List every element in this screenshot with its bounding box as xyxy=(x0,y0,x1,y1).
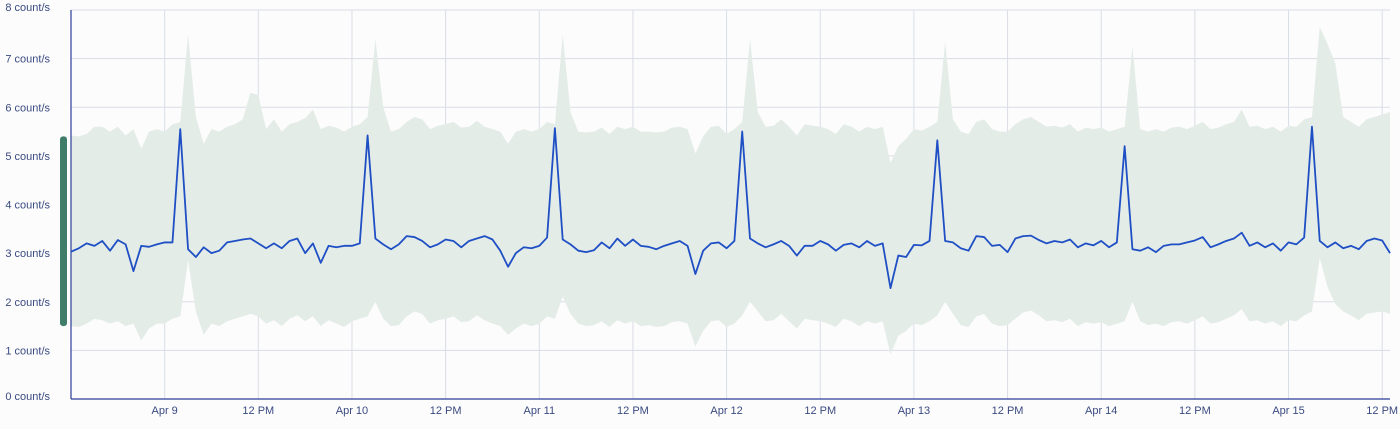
x-axis-tick-labels: Apr 9 12 PM Apr 10 12 PM Apr 11 12 PM Apr 12 12… xyxy=(152,405,1399,417)
x-tick-label: 12 PM xyxy=(804,405,836,417)
x-tick-label: Apr 14 xyxy=(1085,405,1117,417)
x-tick-label: 12 PM xyxy=(992,405,1024,417)
y-tick-label: 8 count/s xyxy=(5,2,50,14)
x-tick-label: Apr 15 xyxy=(1272,405,1304,417)
y-tick-label: 2 count/s xyxy=(5,297,50,309)
x-tick-label: 12 PM xyxy=(242,405,274,417)
y-tick-label: 1 count/s xyxy=(5,345,50,357)
x-tick-label: Apr 10 xyxy=(336,405,368,417)
x-tick-label: Apr 11 xyxy=(523,405,555,417)
x-tick-label: Apr 13 xyxy=(898,405,930,417)
y-tick-label: 5 count/s xyxy=(5,151,50,163)
x-tick-label: Apr 12 xyxy=(710,405,742,417)
x-tick-label: 12 PM xyxy=(430,405,462,417)
y-tick-label: 4 count/s xyxy=(5,200,50,212)
series-line[interactable] xyxy=(70,125,1391,290)
range-indicator-bar[interactable] xyxy=(60,136,67,327)
y-tick-label: 0 count/s xyxy=(5,391,50,403)
y-tick-label: 7 count/s xyxy=(5,54,50,66)
x-tick-label: Apr 9 xyxy=(152,405,178,417)
y-axis-tick-labels: 0 count/s 1 count/s 2 count/s 3 count/s 4 co… xyxy=(5,2,50,403)
x-tick-label: 12 PM xyxy=(617,405,649,417)
y-tick-label: 6 count/s xyxy=(5,102,50,114)
x-tick-label: 12 PM xyxy=(1179,405,1211,417)
axes xyxy=(70,10,1390,400)
y-tick-label: 3 count/s xyxy=(5,248,50,260)
confidence-band xyxy=(71,27,1390,355)
x-tick-label: 12 PM xyxy=(1366,405,1398,417)
